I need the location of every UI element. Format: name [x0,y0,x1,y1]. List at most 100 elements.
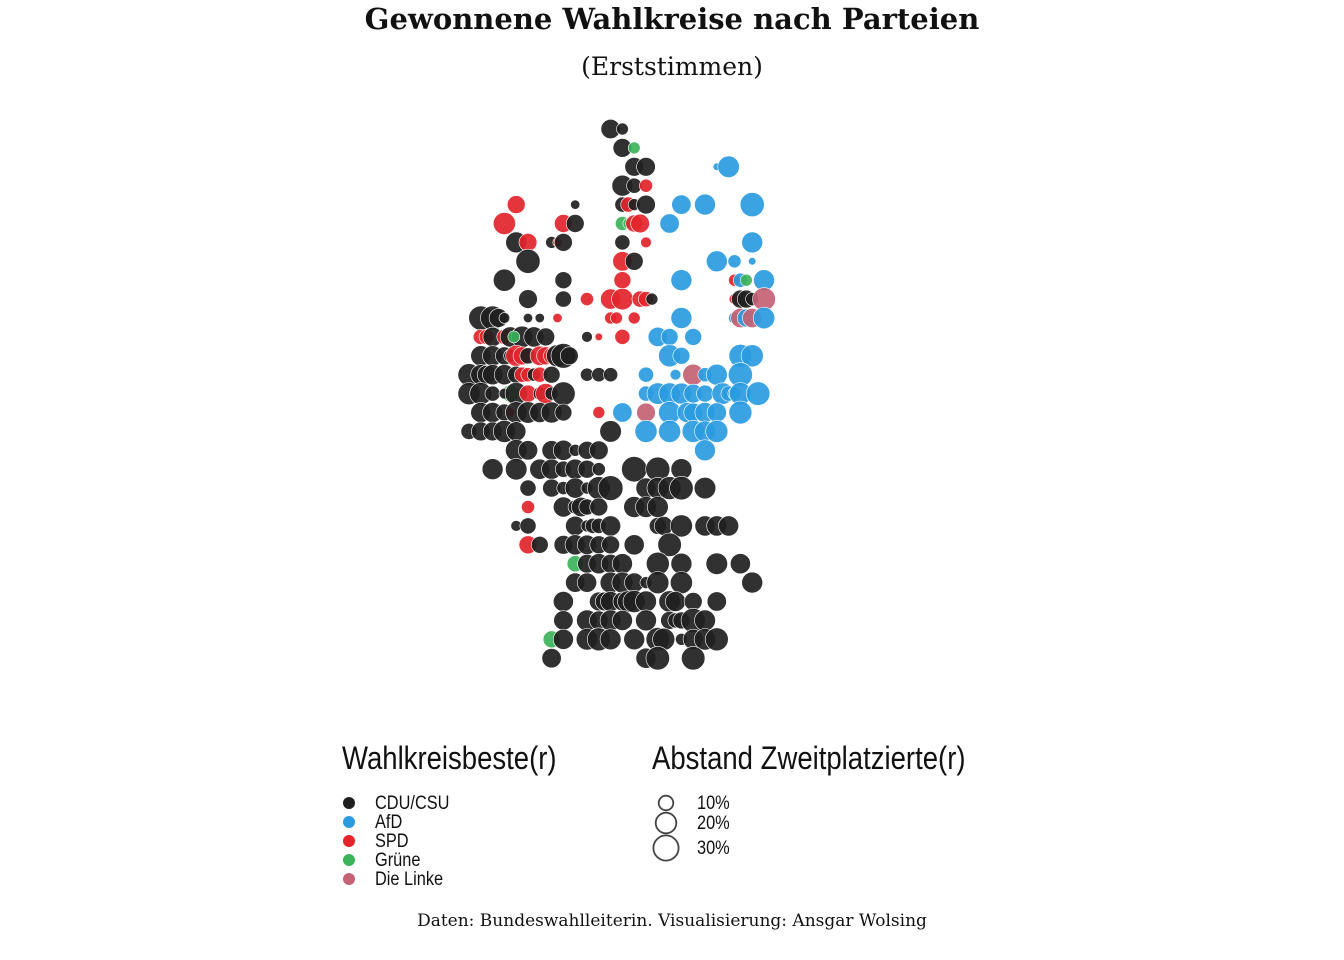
constituency-dot-cducsu-175 [506,421,527,442]
constituency-dot-cducsu-231 [670,514,693,538]
constituency-dot-cducsu-228 [600,515,622,537]
constituency-dot-cducsu-191 [505,458,528,481]
constituency-dot-cducsu-262 [553,591,574,612]
constituency-dot-cducsu-201 [519,479,537,497]
constituency-dot-afd-73 [670,307,693,329]
constituency-dot-afd-189 [694,439,716,462]
legend-size-ring-30 [652,834,680,862]
constituency-dot-spd-44 [613,271,632,290]
constituency-dot-afd-18 [694,193,716,216]
constituency-dot-afd-108 [672,346,691,365]
legend-size-label-30: 30% [697,838,730,859]
constituency-dot-cducsu-1 [616,122,629,136]
constituency-dot-cducsu-236 [530,535,549,554]
constituency-dot-cducsu-68 [534,312,545,323]
constituency-dot-spd-162 [592,406,606,419]
legend-label-gruene: Grüne [375,850,421,871]
constituency-dot-afd-40 [727,254,742,269]
legend-size-label-20: 20% [697,813,730,834]
constituency-dot-cducsu-176 [599,420,622,443]
constituency-dot-afd-93 [684,328,703,346]
constituency-dot-afd-170 [728,400,753,425]
constituency-dot-cducsu-57 [645,292,659,306]
constituency-dot-cducsu-286 [553,628,574,650]
constituency-dot-cducsu-241 [601,535,620,555]
constituency-dot-cducsu-36 [515,248,541,274]
constituency-dot-cducsu-254 [576,572,597,593]
constituency-dot-cducsu-133 [484,385,501,402]
constituency-dot-spd-89 [594,332,603,342]
constituency-dot-cducsu-183 [517,440,538,461]
legend-swatch-spd [343,835,355,847]
constituency-dot-afd-39 [705,250,728,273]
constituency-dot-cducsu-274 [553,610,574,631]
constituency-dot-gruene-48 [739,273,753,287]
constituency-dot-spd-29 [518,233,538,252]
constituency-dot-cducsu-42 [492,268,516,292]
constituency-dot-afd-129 [705,363,728,386]
constituency-dot-spd-69 [552,312,563,323]
constituency-dot-afd-17 [671,194,692,215]
legend-swatch-cducsu [343,797,355,809]
constituency-dot-afd-126 [669,369,682,381]
constituency-dot-cducsu-272 [683,592,703,611]
constituency-dot-afd-19 [739,192,765,218]
constituency-dot-cducsu-12 [570,199,581,210]
constituency-dots [457,119,776,671]
source-caption: Daten: Bundeswahlleiterin. Visualisierun… [417,911,927,931]
constituency-dot-spd-90 [614,328,631,345]
constituency-dot-cducsu-273 [706,591,727,612]
constituency-dot-cducsu-248 [612,553,633,575]
constituency-dot-cducsu-271 [665,591,686,612]
constituency-dot-afd-92 [660,328,679,346]
constituency-dot-cducsu-43 [554,271,573,290]
constituency-dot-afd-181 [705,419,729,443]
constituency-dot-linke-164 [636,402,656,423]
constituency-dot-cducsu-252 [730,553,751,575]
constituency-dot-spd-52 [580,292,594,306]
constituency-dot-cducsu-250 [670,552,693,575]
constituency-dot-cducsu-243 [657,532,682,557]
constituency-dot-afd-78 [752,306,776,330]
constituency-dot-cducsu-218 [589,497,609,517]
constituency-dot-cducsu-221 [646,496,669,518]
constituency-dot-spd-20 [492,212,516,235]
constituency-dot-cducsu-51 [555,290,572,308]
legend-swatch-linke [343,873,355,885]
legend-size-ring-10 [657,794,675,812]
constituency-dot-cducsu-260 [670,571,693,595]
constituency-dot-cducsu-284 [694,609,716,632]
constituency-dot-cducsu-269 [635,590,657,613]
constituency-dot-cducsu-38 [624,251,644,271]
chart-subtitle: (Erststimmen) [581,52,763,81]
constituency-dot-cducsu-251 [705,552,728,575]
constituency-dot-afd-110 [740,344,764,368]
constituency-dot-cducsu-211 [669,476,694,501]
constituency-dot-cducsu-259 [646,571,670,595]
constituency-dot-cducsu-16 [636,194,656,215]
constituency-dot-cducsu-67 [522,312,533,323]
constituency-dot-cducsu-296 [704,627,729,652]
constituency-dot-spd-26 [630,213,650,234]
legend-label-cducsu: CDU/CSU [375,793,450,814]
constituency-dot-cducsu-32 [554,233,573,252]
constituency-dot-cducsu-121 [542,365,561,384]
legend-label-afd: AfD [375,812,403,833]
constituency-dot-cducsu-197 [591,462,606,477]
constituency-dot-cducsu-297 [541,648,562,669]
legend-size-label-10: 10% [697,793,730,814]
constituency-dot-spd-34 [640,236,652,249]
legend-swatch-afd [343,816,355,828]
constituency-dot-cducsu-299 [645,646,670,671]
legend-size-title: Abstand Zweitplatzierte(r) [652,740,966,776]
constituency-dot-cducsu-207 [597,475,624,501]
legend-party-title: Wahlkreisbeste(r) [342,740,557,776]
constituency-dot-afd-147 [696,384,714,403]
legend-swatch-gruene [343,854,355,866]
constituency-dot-cducsu-190 [481,458,504,481]
constituency-dot-spd-10 [639,178,653,193]
constituency-dot-spd-54 [611,288,634,311]
constituency-dot-cducsu-66 [498,312,511,324]
constituency-dot-cducsu-290 [623,628,646,651]
constituency-dot-cducsu-212 [693,477,717,500]
